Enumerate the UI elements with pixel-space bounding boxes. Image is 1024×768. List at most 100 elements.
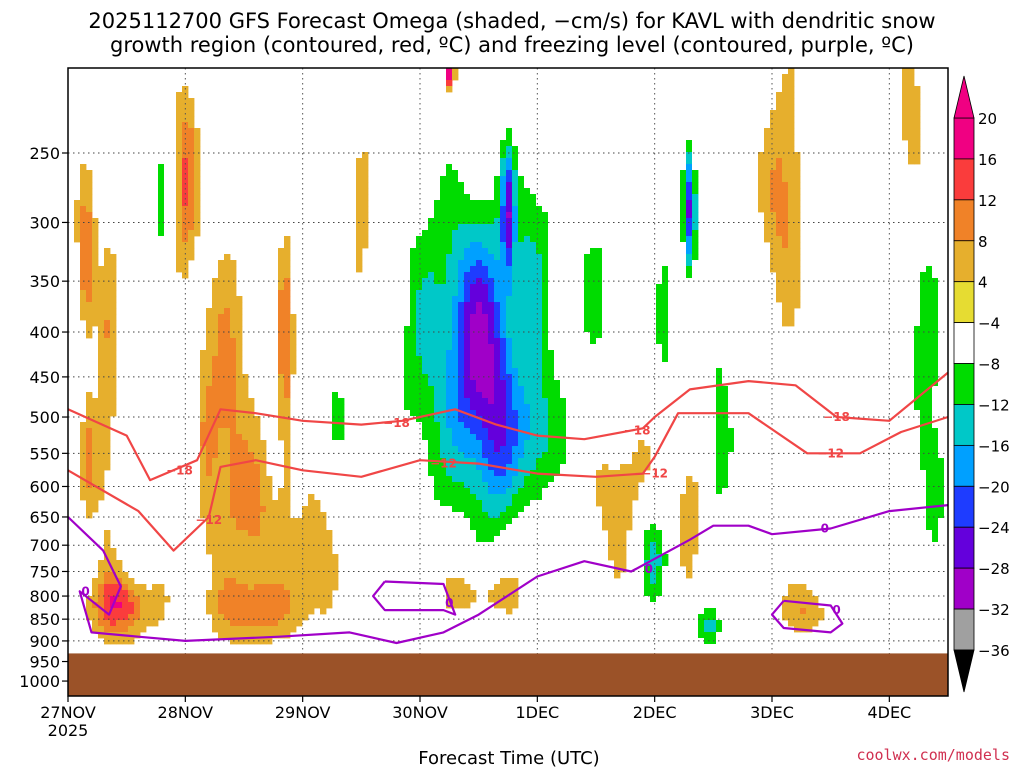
omega-cell (902, 458, 909, 465)
omega-cell (236, 404, 243, 411)
omega-cell (866, 464, 873, 471)
omega-cell (68, 392, 75, 399)
omega-cell (938, 380, 945, 387)
omega-cell (548, 338, 555, 345)
omega-cell (128, 506, 135, 513)
omega-cell (518, 386, 525, 393)
omega-cell (872, 308, 879, 315)
omega-cell (560, 404, 567, 411)
omega-cell (224, 464, 231, 471)
omega-cell (938, 338, 945, 345)
omega-cell (542, 482, 549, 489)
omega-cell (440, 170, 447, 177)
omega-cell (74, 398, 81, 405)
omega-cell (404, 500, 411, 507)
omega-cell (908, 368, 915, 375)
omega-cell (518, 230, 525, 237)
omega-cell (308, 494, 315, 501)
omega-cell (902, 398, 909, 405)
omega-cell (620, 512, 627, 519)
omega-cell (548, 200, 555, 207)
omega-cell (764, 188, 771, 195)
omega-cell (896, 434, 903, 441)
omega-cell (338, 476, 345, 483)
omega-cell (230, 320, 237, 327)
omega-cell (530, 176, 537, 183)
omega-cell (656, 284, 663, 291)
omega-cell (560, 416, 567, 423)
omega-cell (680, 254, 687, 261)
omega-cell (596, 158, 603, 165)
omega-cell (434, 386, 441, 393)
omega-cell (758, 152, 765, 159)
omega-cell (836, 392, 843, 399)
omega-cell (452, 176, 459, 183)
omega-cell (722, 452, 729, 459)
omega-cell (410, 176, 417, 183)
omega-cell (236, 392, 243, 399)
omega-cell (590, 218, 597, 225)
omega-cell (830, 338, 837, 345)
omega-cell (524, 272, 531, 279)
omega-cell (500, 230, 507, 237)
omega-cell (92, 302, 99, 309)
omega-cell (434, 146, 441, 153)
omega-cell (560, 380, 567, 387)
omega-cell (650, 362, 657, 369)
omega-cell (176, 182, 183, 189)
omega-cell (668, 374, 675, 381)
omega-cell (488, 320, 495, 327)
omega-cell (410, 308, 417, 315)
omega-cell (224, 308, 231, 315)
omega-cell (926, 404, 933, 411)
omega-cell (530, 494, 537, 501)
omega-cell (278, 524, 285, 531)
omega-cell (836, 224, 843, 231)
omega-cell (398, 506, 405, 513)
omega-cell (440, 284, 447, 291)
omega-cell (224, 386, 231, 393)
omega-cell (392, 206, 399, 213)
omega-cell (332, 362, 339, 369)
omega-cell (830, 254, 837, 261)
omega-cell (902, 392, 909, 399)
omega-cell (572, 440, 579, 447)
omega-cell (176, 134, 183, 141)
omega-cell (584, 278, 591, 285)
omega-cell (518, 158, 525, 165)
omega-cell (752, 398, 759, 405)
omega-cell (386, 422, 393, 429)
omega-cell (80, 182, 87, 189)
omega-cell (206, 338, 213, 345)
omega-cell (866, 362, 873, 369)
omega-cell (662, 284, 669, 291)
omega-cell (332, 440, 339, 447)
omega-cell (938, 266, 945, 273)
omega-cell (494, 266, 501, 273)
omega-cell (764, 212, 771, 219)
omega-cell (590, 362, 597, 369)
omega-cell (692, 230, 699, 237)
omega-cell (440, 392, 447, 399)
omega-cell (404, 224, 411, 231)
omega-cell (428, 368, 435, 375)
omega-cell (614, 182, 621, 189)
omega-cell (248, 440, 255, 447)
omega-cell (152, 218, 159, 225)
omega-cell (542, 182, 549, 189)
omega-cell (260, 482, 267, 489)
omega-cell (410, 242, 417, 249)
omega-cell (206, 476, 213, 483)
omega-cell (578, 134, 585, 141)
omega-cell (518, 146, 525, 153)
omega-cell (422, 254, 429, 261)
omega-cell (710, 344, 717, 351)
omega-cell (794, 188, 801, 195)
omega-cell (788, 140, 795, 147)
omega-cell (710, 320, 717, 327)
omega-cell (428, 326, 435, 333)
omega-cell (752, 392, 759, 399)
omega-cell (656, 350, 663, 357)
omega-cell (716, 452, 723, 459)
omega-cell (938, 350, 945, 357)
